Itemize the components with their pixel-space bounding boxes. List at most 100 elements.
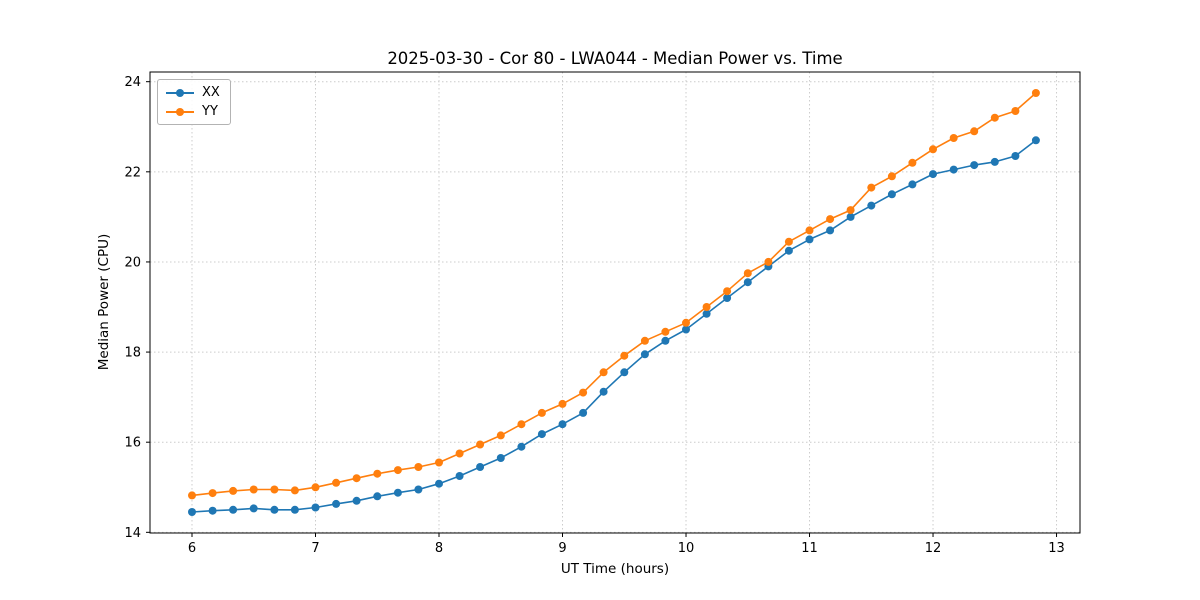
series-marker-xx [1011,152,1020,160]
series-marker-xx [640,350,649,359]
series-marker-xx [805,235,814,244]
legend-entry-xx: XX [166,85,220,100]
series-marker-xx [826,226,835,235]
series-marker-xx [311,503,320,512]
series-marker-yy [455,449,464,458]
series-marker-xx [784,246,793,255]
series-marker-yy [723,287,732,296]
series-marker-yy [579,388,588,397]
series-marker-xx [599,387,608,396]
series-marker-yy [311,483,320,492]
series-marker-xx [208,506,217,515]
series-marker-yy [867,183,876,192]
series-marker-yy [620,351,629,360]
series-marker-yy [393,466,402,475]
series-marker-yy [640,336,649,345]
legend-marker-yy-icon [176,107,184,116]
series-marker-xx [496,454,505,462]
series-marker-yy [496,431,505,440]
series-line-xx [191,139,1037,513]
x-tick-label: 9 [558,541,566,556]
series-marker-xx [229,505,238,514]
series-marker-xx [846,212,855,221]
series-marker-xx [723,294,732,302]
series-marker-xx [1031,136,1040,145]
series-marker-xx [970,161,979,170]
series-marker-yy [887,172,896,181]
series-marker-xx [332,499,341,508]
series-marker-xx [620,368,629,377]
series-marker-xx [435,479,443,488]
series-marker-xx [393,488,402,497]
series-marker-yy [188,491,196,500]
series-marker-xx [887,190,896,199]
y-tick-label: 16 [124,436,141,451]
series-marker-xx [517,442,526,451]
series-marker-xx [476,463,485,471]
series-marker-yy [1031,89,1040,97]
series-marker-xx [990,157,999,166]
series-marker-xx [908,180,917,189]
series-marker-yy [332,478,341,487]
x-axis-label: UT Time (hours) [560,561,670,577]
series-marker-xx [929,170,937,179]
legend-marker-xx-icon [176,88,184,97]
series-marker-yy [435,458,443,467]
series-marker-xx [455,472,464,480]
legend-label-yy: YY [202,104,218,119]
series-marker-yy [208,489,217,498]
series-marker-yy [661,327,670,336]
series-marker-yy [846,206,855,215]
series-marker-xx [188,508,196,516]
series-marker-xx [579,408,588,417]
y-axis-label: Median Power (CPU) [96,233,112,371]
series-marker-yy [270,485,279,494]
legend: XX YY [157,79,231,125]
series-marker-yy [537,408,546,417]
series-marker-xx [249,504,258,513]
x-tick-label: 11 [801,541,818,556]
series-marker-yy [352,474,361,483]
series-marker-xx [290,505,299,514]
series-marker-xx [867,201,876,210]
y-tick-label: 14 [124,526,141,541]
series-marker-xx [702,309,711,318]
series-marker-yy [908,158,917,167]
series-marker-xx [682,325,690,334]
y-tick-label: 18 [124,346,141,361]
series-marker-yy [476,440,485,449]
legend-label-xx: XX [202,85,220,100]
series-marker-yy [373,469,382,478]
series-marker-yy [784,237,793,246]
axes-spines [149,71,1081,534]
x-tick-label: 6 [188,541,196,556]
legend-entry-yy: YY [166,104,220,119]
x-tick-label: 12 [925,541,942,556]
series-marker-yy [599,368,608,377]
series-marker-yy [949,134,958,142]
chart-title: 2025-03-30 - Cor 80 - LWA044 - Median Po… [387,49,843,68]
legend-sample-yy-icon [166,107,194,117]
series-marker-yy [558,399,567,408]
series-marker-yy [702,303,711,311]
series-marker-yy [1011,107,1020,115]
y-tick-label: 20 [124,255,141,270]
series-marker-xx [352,496,361,505]
series-marker-xx [414,485,423,494]
series-marker-xx [537,430,546,439]
series-marker-yy [990,113,999,122]
series-marker-yy [764,257,773,266]
series-marker-xx [373,492,382,501]
series-marker-yy [970,127,979,136]
series-marker-yy [249,485,258,494]
series-marker-yy [743,269,752,278]
series-marker-xx [743,278,752,287]
legend-sample-xx-icon [166,88,194,98]
series-marker-yy [929,145,937,154]
series-marker-yy [290,486,299,495]
series-line-yy [191,92,1037,497]
y-tick-label: 22 [124,165,141,180]
series-marker-xx [661,336,670,345]
